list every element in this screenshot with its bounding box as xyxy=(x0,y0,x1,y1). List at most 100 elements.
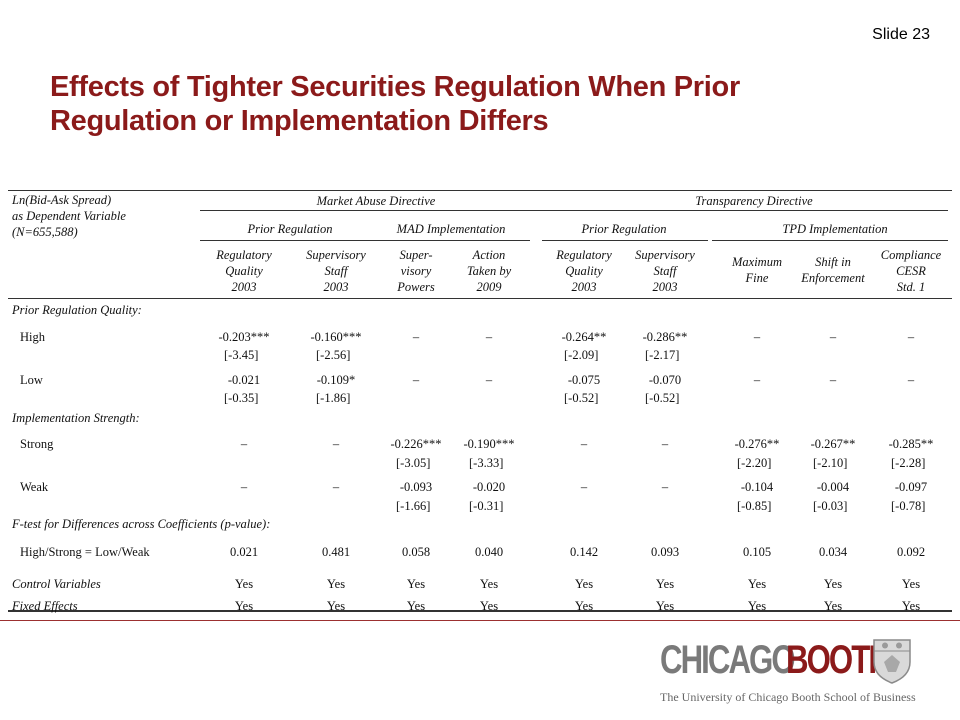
tstat-low: [-1.86] xyxy=(316,391,351,405)
cell-controls: Yes xyxy=(655,577,675,591)
row-label-high: High xyxy=(20,330,45,344)
cell-strong: -0.276** xyxy=(734,437,780,451)
tstat-weak: [-1.66] xyxy=(396,499,431,513)
cell-strong: -0.190*** xyxy=(463,437,515,451)
cell-controls: Yes xyxy=(823,577,843,591)
cell-strong: – xyxy=(580,437,588,451)
column-header-line: Action xyxy=(472,248,506,262)
tstat-weak: [-0.85] xyxy=(737,499,772,513)
tstat-strong: [-2.28] xyxy=(891,456,926,470)
tstat-strong: [-3.33] xyxy=(469,456,504,470)
cell-low: – xyxy=(829,373,837,387)
cell-high: – xyxy=(907,330,915,344)
subgroup-header: Prior Regulation xyxy=(581,222,667,236)
subgroup-rule xyxy=(380,240,530,241)
cell-weak: -0.020 xyxy=(472,480,506,494)
section-label-prior: Prior Regulation Quality: xyxy=(12,303,142,317)
cell-fixed: Yes xyxy=(823,599,843,613)
row-label-strong: Strong xyxy=(20,437,54,451)
cell-controls: Yes xyxy=(234,577,254,591)
stub-header-line: as Dependent Variable xyxy=(12,209,126,223)
cell-low: – xyxy=(485,373,493,387)
column-header-line: Regulatory xyxy=(556,248,612,262)
logo-chicago-text: CHICAGO xyxy=(660,638,796,682)
slide-title: Effects of Tighter Securities Regulation… xyxy=(50,70,930,138)
cell-high: -0.160*** xyxy=(310,330,362,344)
cell-weak: – xyxy=(332,480,340,494)
tstat-high: [-2.56] xyxy=(316,348,351,362)
row-label-low: Low xyxy=(20,373,43,387)
cell-high: -0.203*** xyxy=(218,330,270,344)
cell-low: -0.109* xyxy=(316,373,356,387)
subgroup-header: MAD Implementation xyxy=(396,222,506,236)
table-bottom-rule xyxy=(8,610,952,612)
cell-controls: Yes xyxy=(574,577,594,591)
cell-controls: Yes xyxy=(479,577,499,591)
cell-ftest: 0.058 xyxy=(401,545,431,559)
tstat-weak: [-0.03] xyxy=(813,499,848,513)
tstat-high: [-2.17] xyxy=(645,348,680,362)
tstat-weak: [-0.78] xyxy=(891,499,926,513)
cell-controls: Yes xyxy=(901,577,921,591)
stub-header-line: (N=655,588) xyxy=(12,225,78,239)
slide-title-line-2: Regulation or Implementation Differs xyxy=(50,105,549,137)
tstat-strong: [-2.20] xyxy=(737,456,772,470)
cell-controls: Yes xyxy=(406,577,426,591)
cell-fixed: Yes xyxy=(406,599,426,613)
column-header-line: Std. 1 xyxy=(896,280,926,294)
cell-weak: -0.104 xyxy=(740,480,774,494)
cell-controls: Yes xyxy=(326,577,346,591)
footer-tagline: The University of Chicago Booth School o… xyxy=(660,690,916,704)
cell-weak: – xyxy=(240,480,248,494)
cell-ftest: 0.092 xyxy=(896,545,926,559)
cell-low: – xyxy=(753,373,761,387)
table-top-rule xyxy=(8,190,952,191)
cell-low: -0.070 xyxy=(648,373,682,387)
column-header-line: 2003 xyxy=(652,280,678,294)
column-header-line: CESR xyxy=(896,264,926,278)
row-label-controls: Control Variables xyxy=(12,577,101,591)
cell-strong: -0.267** xyxy=(810,437,856,451)
cell-ftest: 0.034 xyxy=(818,545,848,559)
column-header-line: Taken by xyxy=(466,264,512,278)
cell-weak: -0.004 xyxy=(816,480,850,494)
cell-fixed: Yes xyxy=(326,599,346,613)
cell-weak: -0.097 xyxy=(894,480,928,494)
tstat-weak: [-0.31] xyxy=(469,499,504,513)
column-header-line: 2003 xyxy=(323,280,349,294)
cell-high: – xyxy=(485,330,493,344)
footer-rule xyxy=(0,620,960,621)
cell-strong: -0.226*** xyxy=(390,437,442,451)
slide-number: Slide 23 xyxy=(872,26,930,43)
cell-ftest: 0.481 xyxy=(321,545,351,559)
column-header-line: Supervisory xyxy=(635,248,695,262)
cell-weak: – xyxy=(580,480,588,494)
tstat-low: [-0.52] xyxy=(645,391,680,405)
stub-header-line: Ln(Bid-Ask Spread) xyxy=(12,193,112,207)
column-header-line: Quality xyxy=(565,264,603,278)
subgroup-rule xyxy=(712,240,948,241)
row-label-fixed: Fixed Effects xyxy=(12,599,78,613)
column-header-line: Maximum xyxy=(732,255,782,269)
subgroup-rule xyxy=(542,240,708,241)
group-header-tpd: Transparency Directive xyxy=(695,194,813,208)
cell-low: – xyxy=(412,373,420,387)
column-header-line: Supervisory xyxy=(306,248,366,262)
cell-strong: -0.285** xyxy=(888,437,934,451)
subgroup-header: Prior Regulation xyxy=(247,222,333,236)
column-header-line: Staff xyxy=(324,264,348,278)
tstat-low: [-0.52] xyxy=(564,391,599,405)
cell-fixed: Yes xyxy=(479,599,499,613)
column-header-line: visory xyxy=(400,264,432,278)
cell-ftest: 0.021 xyxy=(229,545,259,559)
column-header-line: Quality xyxy=(225,264,263,278)
cell-strong: – xyxy=(240,437,248,451)
cell-strong: – xyxy=(661,437,669,451)
column-header-line: Staff xyxy=(653,264,677,278)
cell-fixed: Yes xyxy=(655,599,675,613)
cell-low: – xyxy=(907,373,915,387)
group-rule-mad xyxy=(200,210,544,211)
subgroup-rule xyxy=(200,240,380,241)
column-header-line: Regulatory xyxy=(216,248,272,262)
cell-fixed: Yes xyxy=(747,599,767,613)
